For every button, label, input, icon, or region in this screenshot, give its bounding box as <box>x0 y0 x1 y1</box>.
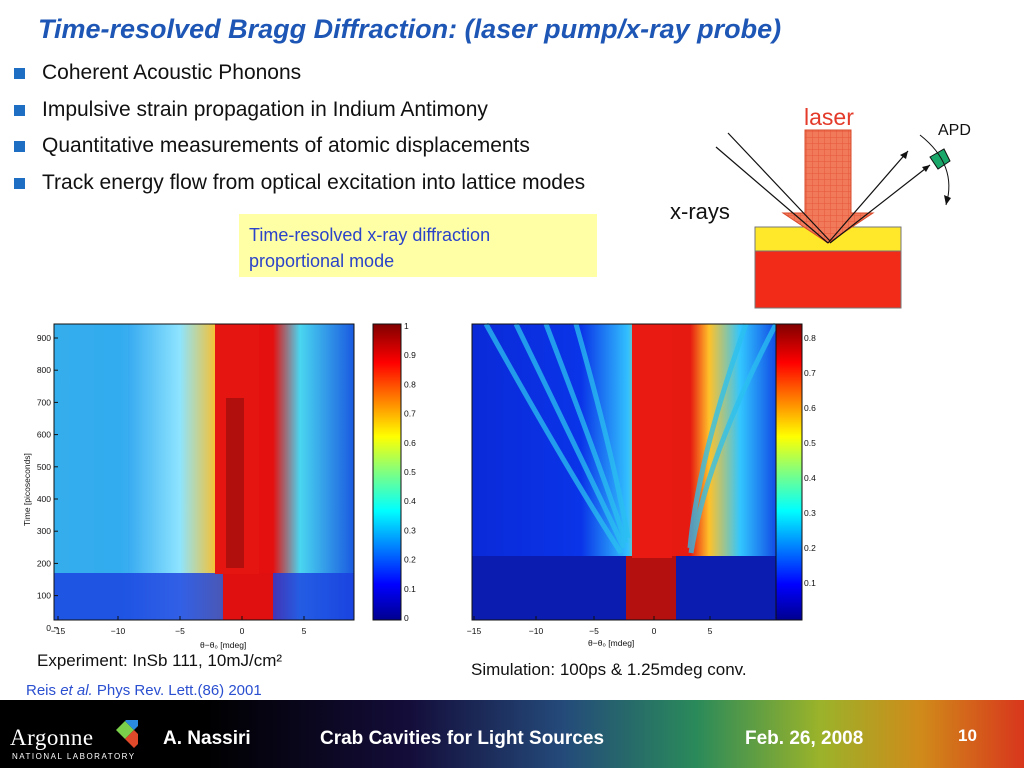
colorbar-tick-label: 0.5 <box>804 438 816 448</box>
x-tick-label: 0 <box>240 626 245 636</box>
x-tick-label: −10 <box>111 626 126 636</box>
xray-label: x-rays <box>670 199 730 224</box>
bullet-square-icon <box>14 141 25 152</box>
colorbar-tick-label: 0.8 <box>804 333 816 343</box>
xray-incident-line <box>715 146 829 244</box>
bullet-text: Coherent Acoustic Phonons <box>42 61 302 84</box>
x-axis-label: θ−θ₀ [mdeg] <box>588 638 634 648</box>
colorbar-tick-label: 0.8 <box>404 379 416 389</box>
diffracted-beam-line <box>827 150 909 244</box>
colorbar-tick-label: 0.9 <box>404 350 416 360</box>
colorbar-tick-label: 0.4 <box>804 473 816 483</box>
colorbar-tick-label: 0.6 <box>804 403 816 413</box>
bullet-list: Coherent Acoustic Phonons Impulsive stra… <box>14 60 585 206</box>
y-tick-label: 700 <box>37 397 51 407</box>
colorbar-tick-label: 0.4 <box>404 496 416 506</box>
reference-pre: Reis <box>26 682 61 699</box>
colorbar-tick-label: 0.1 <box>804 578 816 588</box>
footer-bar: Argonne NATIONAL LABORATORY A. Nassiri C… <box>0 700 1024 768</box>
simulation-heatmap-panel: −15 −10 −5 0 5 0.8 0.7 0.6 0.5 0.4 0.3 0.2 0.1 θ−θ₀… <box>467 322 816 648</box>
apd-label: APD <box>938 122 971 139</box>
x-tick-label: −5 <box>175 626 185 636</box>
x-tick-label: 0 <box>652 626 657 636</box>
x-tick-label: 5 <box>302 626 307 636</box>
y-tick-label: 100 <box>37 591 51 601</box>
x-axis-label: θ−θ₀ [mdeg] <box>200 640 246 650</box>
reference-link[interactable]: Reis et al. Phys Rev. Lett.(86) 2001 <box>26 682 262 699</box>
x-tick-label: −10 <box>529 626 544 636</box>
bullet-text: Quantitative measurements of atomic disp… <box>42 134 530 157</box>
y-tick-label: 900 <box>37 333 51 343</box>
bullet-text: Track energy flow from optical excitatio… <box>42 170 586 194</box>
caption-experiment: Experiment: InSb 111, 10mJ/cm² <box>37 651 283 670</box>
y-tick-label: 200 <box>37 558 51 568</box>
bullet-item: Quantitative measurements of atomic disp… <box>14 133 585 170</box>
bullet-text: Impulsive strain propagation in Indium A… <box>42 97 488 121</box>
y-axis-label: Time [picoseconds] <box>22 453 32 526</box>
colorbar-tick-label: 0.2 <box>804 543 816 553</box>
colorbar-tick-label: 0.7 <box>404 409 416 419</box>
bullet-item: Impulsive strain propagation in Indium A… <box>14 97 585 134</box>
colorbar-tick-label: 0.5 <box>404 467 416 477</box>
y-tick-label: 400 <box>37 494 51 504</box>
colorbar-tick-label: 0.2 <box>404 555 416 565</box>
y-tick-label: 800 <box>37 365 51 375</box>
y-tick-label: 600 <box>37 430 51 440</box>
bullet-square-icon <box>14 177 25 189</box>
colorbar-tick-label: 0 <box>404 613 409 623</box>
y-tick-label: 500 <box>37 462 51 472</box>
caption-simulation: Simulation: 100ps & 1.25mdeg conv. <box>471 660 747 679</box>
x-tick-label: −15 <box>467 626 482 636</box>
bullet-item: Coherent Acoustic Phonons <box>14 60 585 97</box>
laser-label: laser <box>804 104 854 130</box>
laser-arrow <box>781 129 875 244</box>
footer-date: Feb. 26, 2008 <box>745 728 864 749</box>
colorbar-tick-label: 0.7 <box>804 368 816 378</box>
x-tick-label: −15 <box>51 626 66 636</box>
bullet-square-icon <box>14 68 25 79</box>
footer-talk-title: Crab Cavities for Light Sources <box>320 728 605 749</box>
argonne-logo-icon <box>116 720 138 748</box>
colorbar <box>775 323 803 621</box>
apd-detector <box>929 148 951 170</box>
x-tick-label: 5 <box>708 626 713 636</box>
reference-post: Phys Rev. Lett.(86) 2001 <box>92 682 262 699</box>
slide-title: Time-resolved Bragg Diffraction: (laser … <box>38 14 782 44</box>
page-number: 10 <box>958 726 977 745</box>
colorbar-tick-label: 0.3 <box>404 525 416 535</box>
colorbar-tick-label: 0.1 <box>404 584 416 594</box>
y-tick-label: 300 <box>37 526 51 536</box>
x-tick-label: −5 <box>589 626 599 636</box>
bullet-square-icon <box>14 104 25 116</box>
logo-text: Argonne <box>10 725 94 750</box>
y-tick-label: 0 <box>46 623 51 633</box>
setup-diagram: laser APD x-rays <box>670 104 971 309</box>
colorbar-tick-label: 0.3 <box>804 508 816 518</box>
logo-subtitle: NATIONAL LABORATORY <box>12 752 136 761</box>
reference-italic: et al. <box>60 682 93 699</box>
colorbar-tick-label: 1 <box>404 321 409 331</box>
note-line: proportional mode <box>249 251 395 271</box>
note-line: Time-resolved x-ray diffraction <box>249 225 491 245</box>
bullet-item: Track energy flow from optical excitatio… <box>14 170 585 207</box>
colorbar <box>372 323 402 621</box>
colorbar-tick-label: 0.6 <box>404 438 416 448</box>
note-box: Time-resolved x-ray diffraction proporti… <box>239 214 597 277</box>
sample-substrate <box>754 250 902 309</box>
footer-author: A. Nassiri <box>163 728 251 749</box>
